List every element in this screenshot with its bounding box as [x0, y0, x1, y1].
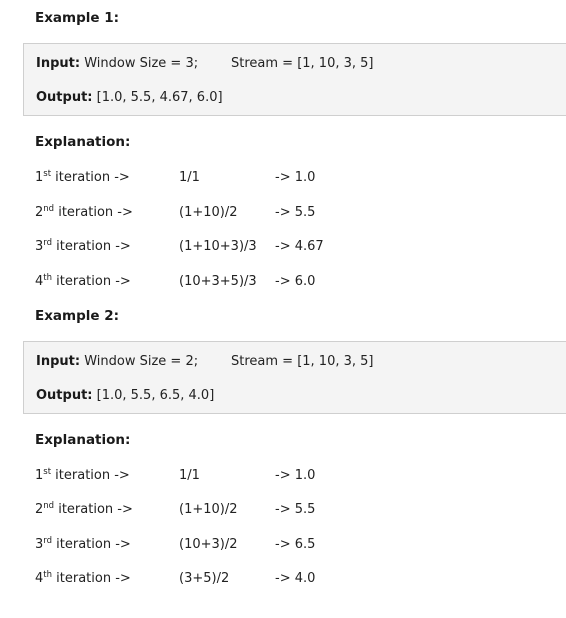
iteration-label: 1st iteration -> [35, 467, 130, 483]
example-1-explanation-title: Explanation: [35, 134, 131, 150]
iteration-label: 4th iteration -> [35, 273, 131, 289]
iteration-result: -> 1.0 [275, 468, 316, 483]
example-2-stream: Stream = [1, 10, 3, 5] [231, 354, 374, 369]
iteration-label: 2nd iteration -> [35, 501, 133, 517]
output-label: Output: [36, 388, 93, 403]
example-1-iteration-row: 1st iteration -> 1/1 -> 1.0 [35, 170, 435, 188]
example-2-iteration-row: 2nd iteration -> (1+10)/2 -> 5.5 [35, 502, 435, 520]
example-1-stream: Stream = [1, 10, 3, 5] [231, 56, 374, 71]
iteration-label: 1st iteration -> [35, 169, 130, 185]
iteration-expression: 1/1 [179, 468, 200, 483]
example-2-io-box: Input: Window Size = 2; Stream = [1, 10,… [23, 341, 566, 414]
iteration-expression: (1+10)/2 [179, 205, 238, 220]
iteration-result: -> 1.0 [275, 170, 316, 185]
input-label: Input: [36, 354, 81, 369]
example-1-iteration-row: 2nd iteration -> (1+10)/2 -> 5.5 [35, 205, 435, 223]
example-2-iteration-row: 4th iteration -> (3+5)/2 -> 4.0 [35, 571, 435, 589]
iteration-label: 3rd iteration -> [35, 238, 131, 254]
iteration-expression: (10+3)/2 [179, 537, 238, 552]
input-label: Input: [36, 56, 81, 71]
example-2-input-line: Input: Window Size = 2; [36, 354, 198, 369]
example-1-iteration-row: 4th iteration -> (10+3+5)/3 -> 6.0 [35, 274, 435, 292]
iteration-result: -> 4.0 [275, 571, 316, 586]
example-1-input-line: Input: Window Size = 3; [36, 56, 198, 71]
iteration-expression: (1+10)/2 [179, 502, 238, 517]
iteration-label: 2nd iteration -> [35, 204, 133, 220]
input-value: Window Size = 2; [80, 354, 199, 369]
iteration-expression: (3+5)/2 [179, 571, 230, 586]
iteration-label: 3rd iteration -> [35, 536, 131, 552]
example-2-explanation-title: Explanation: [35, 432, 131, 448]
example-2-output-line: Output: [1.0, 5.5, 6.5, 4.0] [36, 388, 214, 403]
iteration-expression: 1/1 [179, 170, 200, 185]
example-1-iteration-row: 3rd iteration -> (1+10+3)/3 -> 4.67 [35, 239, 435, 257]
iteration-result: -> 4.67 [275, 239, 324, 254]
example-1-output-line: Output: [1.0, 5.5, 4.67, 6.0] [36, 90, 223, 105]
iteration-result: -> 6.0 [275, 274, 316, 289]
input-value: Window Size = 3; [80, 56, 199, 71]
example-1-title: Example 1: [35, 10, 120, 26]
output-label: Output: [36, 90, 93, 105]
example-2-iteration-row: 1st iteration -> 1/1 -> 1.0 [35, 468, 435, 486]
example-2-title: Example 2: [35, 308, 120, 324]
example-1-io-box: Input: Window Size = 3; Stream = [1, 10,… [23, 43, 566, 116]
output-value: [1.0, 5.5, 6.5, 4.0] [92, 388, 215, 403]
iteration-result: -> 5.5 [275, 502, 316, 517]
iteration-expression: (10+3+5)/3 [179, 274, 257, 289]
iteration-label: 4th iteration -> [35, 570, 131, 586]
example-2-iteration-row: 3rd iteration -> (10+3)/2 -> 6.5 [35, 537, 435, 555]
iteration-expression: (1+10+3)/3 [179, 239, 257, 254]
iteration-result: -> 5.5 [275, 205, 316, 220]
iteration-result: -> 6.5 [275, 537, 316, 552]
output-value: [1.0, 5.5, 4.67, 6.0] [92, 90, 223, 105]
